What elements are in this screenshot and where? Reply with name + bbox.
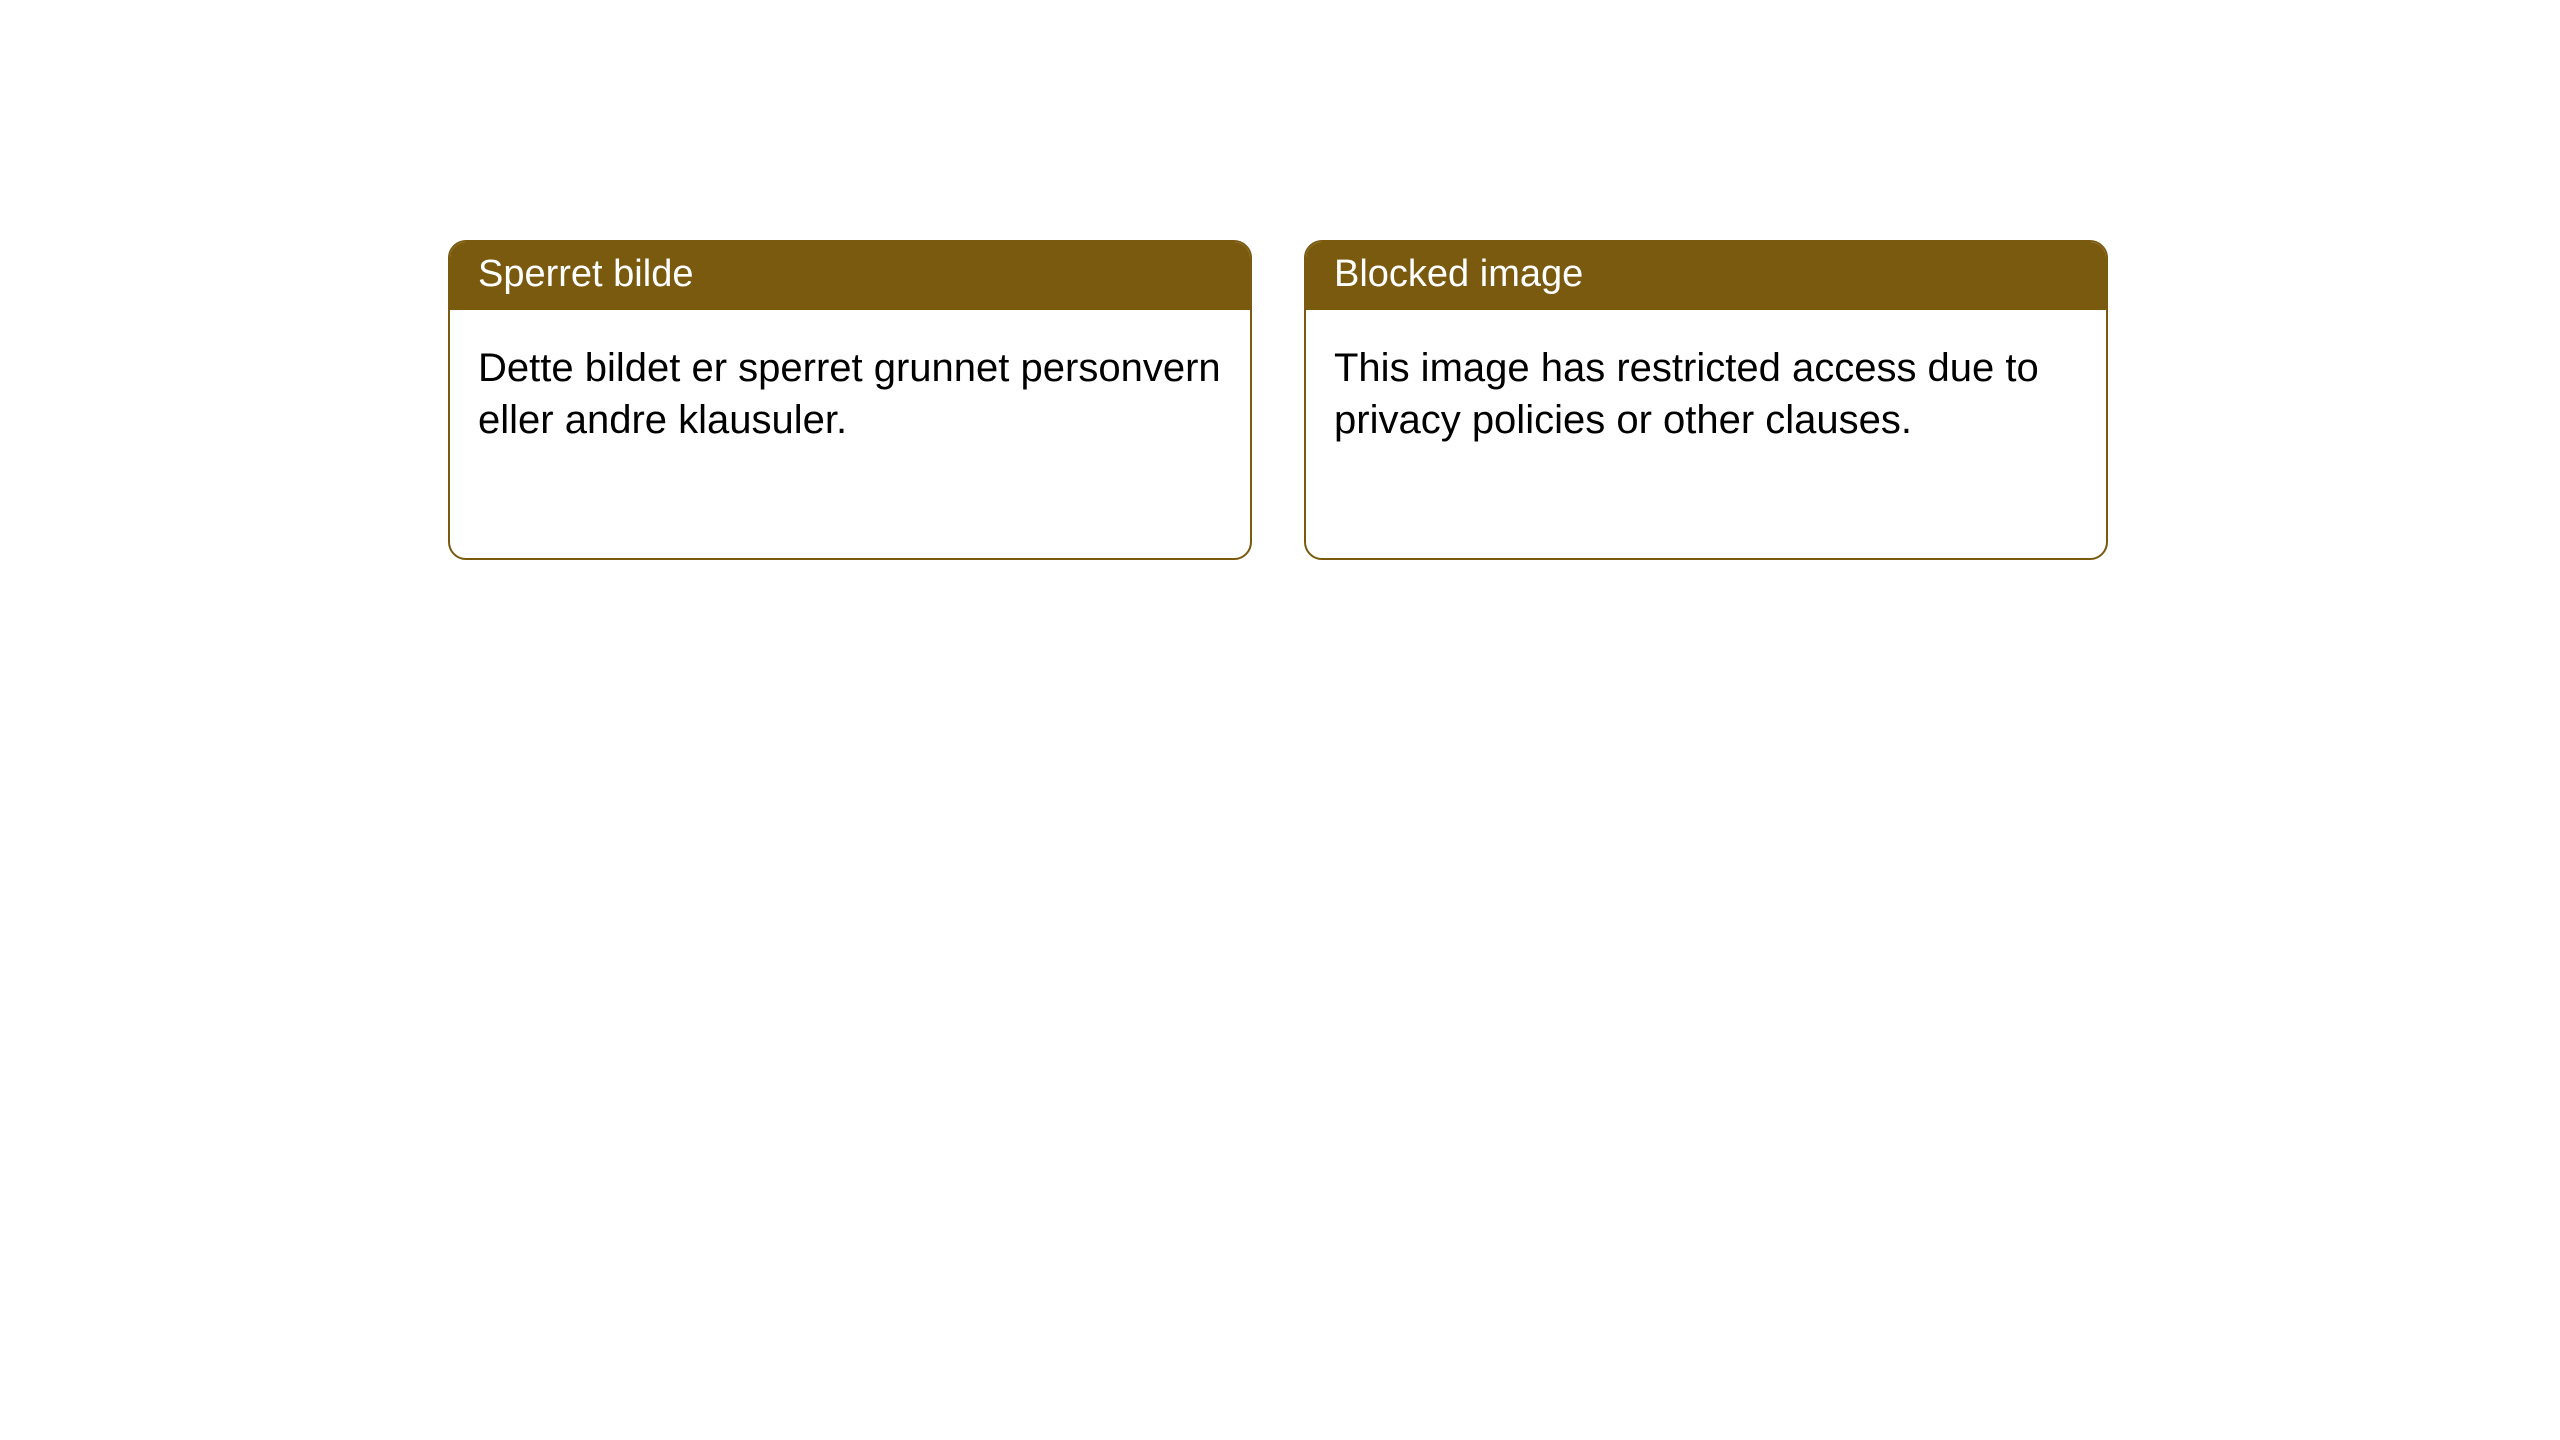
card-header: Sperret bilde — [450, 242, 1250, 310]
blocked-image-card-no: Sperret bilde Dette bildet er sperret gr… — [448, 240, 1252, 560]
notice-container: Sperret bilde Dette bildet er sperret gr… — [0, 0, 2560, 560]
card-body: This image has restricted access due to … — [1306, 310, 2106, 558]
blocked-image-card-en: Blocked image This image has restricted … — [1304, 240, 2108, 560]
card-body: Dette bildet er sperret grunnet personve… — [450, 310, 1250, 558]
card-header: Blocked image — [1306, 242, 2106, 310]
